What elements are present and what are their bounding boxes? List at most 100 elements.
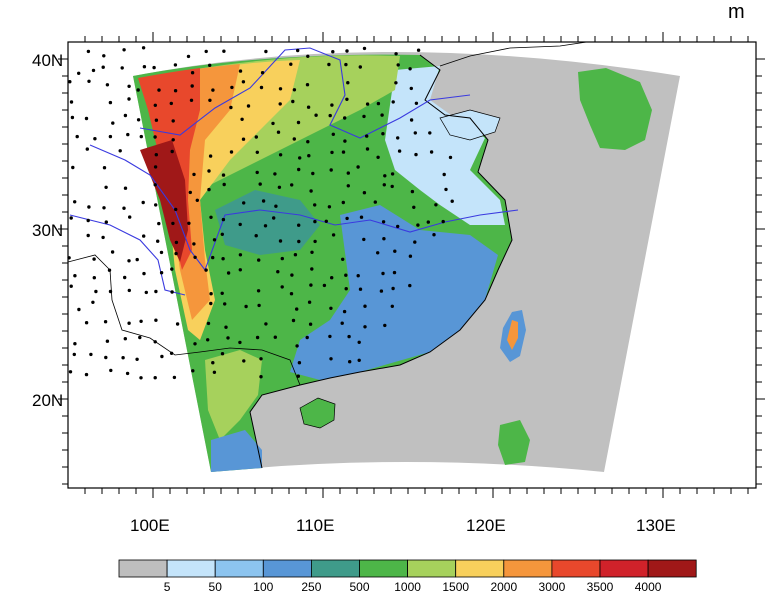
station-dot	[346, 81, 350, 85]
station-dot	[376, 101, 381, 106]
lat-label-20n: 20N	[32, 391, 63, 410]
station-dot	[340, 321, 344, 325]
station-dot	[222, 49, 226, 53]
station-dot	[159, 250, 164, 255]
station-dot	[160, 354, 164, 359]
colorbar-label: 4000	[635, 580, 662, 593]
station-dot	[342, 309, 347, 314]
unit-label: m	[728, 1, 745, 23]
station-dot	[190, 71, 195, 75]
station-dot	[211, 361, 215, 365]
river-yellow	[139, 47, 471, 139]
station-dot	[169, 351, 174, 355]
lon-label-120e: 120E	[466, 516, 506, 535]
station-dot	[296, 120, 301, 125]
station-dot	[127, 84, 131, 89]
station-dot	[341, 150, 346, 154]
station-dot	[73, 274, 77, 278]
station-dot	[307, 154, 311, 158]
station-dot	[260, 71, 265, 75]
shandong-peninsula	[439, 109, 501, 141]
station-dot	[211, 88, 215, 92]
station-dot	[139, 134, 143, 139]
station-dot	[278, 102, 282, 106]
station-dot	[327, 205, 332, 209]
station-dot	[295, 307, 299, 311]
colorbar-swatch	[599, 559, 649, 578]
station-dot	[328, 113, 332, 118]
station-dot	[107, 268, 112, 272]
station-dot	[153, 183, 157, 187]
station-dot	[289, 62, 293, 66]
station-dot	[356, 274, 360, 278]
colorbar-label: 250	[301, 580, 321, 593]
station-dot	[365, 147, 370, 151]
terrain-lowland-blue	[290, 205, 498, 380]
station-dot	[142, 271, 146, 276]
station-dot	[208, 63, 212, 67]
station-dot	[297, 167, 301, 172]
station-dot	[122, 206, 126, 210]
colorbar-swatch	[647, 559, 697, 578]
station-dot	[127, 321, 131, 325]
station-dot	[126, 132, 130, 137]
station-dot	[261, 199, 266, 203]
colorbar-label: 2000	[490, 580, 517, 593]
station-dot	[108, 100, 113, 105]
station-dot	[289, 292, 294, 296]
station-dot	[344, 62, 348, 67]
station-dot	[153, 135, 157, 139]
station-dot	[310, 267, 314, 271]
terrain-lowland-east	[385, 66, 505, 225]
station-dot	[357, 340, 361, 344]
station-dot	[331, 233, 336, 237]
station-dot	[409, 86, 413, 91]
river-tributary	[69, 214, 186, 296]
station-dot	[330, 103, 334, 107]
station-dot	[244, 304, 248, 309]
station-dot	[157, 221, 161, 226]
station-dot	[416, 48, 421, 52]
station-dot	[327, 62, 331, 67]
station-dot	[345, 49, 349, 53]
station-dot	[413, 240, 417, 244]
station-dot	[296, 48, 300, 53]
station-dot	[191, 369, 195, 373]
colorbar-swatch	[503, 559, 553, 578]
station-dot	[190, 84, 194, 88]
station-dot	[393, 249, 397, 253]
station-dot	[127, 259, 131, 263]
station-dot	[309, 283, 313, 287]
station-dot	[157, 88, 161, 92]
station-dot	[153, 103, 157, 108]
station-dot	[221, 217, 226, 222]
station-dot	[324, 219, 328, 223]
station-dot	[314, 113, 318, 117]
lon-label-130e: 130E	[636, 516, 676, 535]
lat-label-30n: 30N	[32, 221, 63, 240]
station-dot	[173, 89, 178, 93]
station-dot	[362, 191, 367, 195]
station-dot	[331, 50, 335, 54]
station-dot	[170, 290, 174, 294]
colorbar-label: 50	[209, 580, 223, 593]
station-dot	[376, 155, 380, 159]
station-dot	[381, 271, 385, 276]
station-dot	[154, 289, 158, 294]
colorbar-swatch	[551, 559, 601, 578]
station-dot	[103, 320, 108, 324]
station-dot	[343, 139, 347, 143]
station-dot	[92, 276, 97, 280]
station-dot	[174, 251, 178, 256]
map-ticks	[58, 32, 765, 498]
station-dot	[208, 154, 213, 158]
station-dot	[383, 323, 387, 328]
station-dot	[434, 203, 438, 207]
station-dot	[255, 335, 260, 340]
station-dot	[229, 105, 233, 110]
station-dot	[408, 67, 412, 71]
station-dot	[220, 352, 225, 356]
station-dot	[365, 102, 370, 106]
terrain-south-blue	[211, 430, 262, 472]
station-dot	[356, 165, 360, 169]
